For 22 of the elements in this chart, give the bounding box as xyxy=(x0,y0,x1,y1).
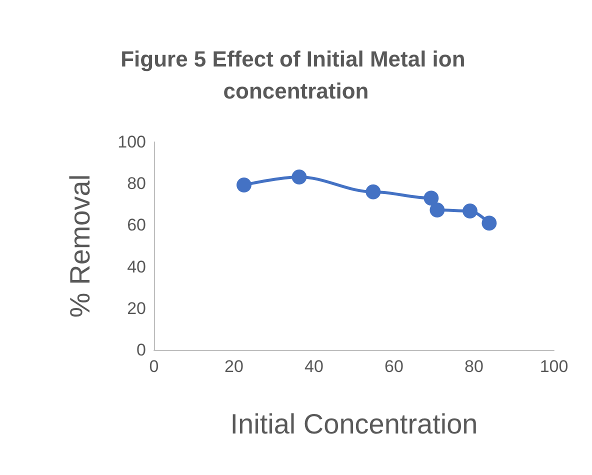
x-tick-label: 100 xyxy=(540,357,568,376)
point xyxy=(366,184,381,200)
y-axis-title: % Removal xyxy=(64,174,96,318)
y-tick-label: 100 xyxy=(118,132,146,152)
y-tick-label: 40 xyxy=(127,257,146,276)
x-tick-label: 60 xyxy=(384,357,404,376)
y-tick-label: 0 xyxy=(136,340,146,360)
y-tick-label: 80 xyxy=(127,174,146,194)
point xyxy=(236,178,252,193)
x-tick-label: 20 xyxy=(224,357,244,376)
x-tick-label: 40 xyxy=(304,357,324,376)
point xyxy=(292,169,307,184)
point xyxy=(462,204,478,219)
x-axis-title: Initial Concentration xyxy=(230,408,478,440)
y-tick-label: 20 xyxy=(127,298,146,318)
point xyxy=(482,216,497,231)
x-tick-label: 80 xyxy=(464,357,484,376)
chart-title: Figure 5 Effect of Initial Metal ion concentration xyxy=(120,46,472,104)
point xyxy=(430,202,445,218)
y-tick-label: 60 xyxy=(127,216,146,235)
x-tick-label: 0 xyxy=(149,357,159,376)
point xyxy=(424,190,439,206)
